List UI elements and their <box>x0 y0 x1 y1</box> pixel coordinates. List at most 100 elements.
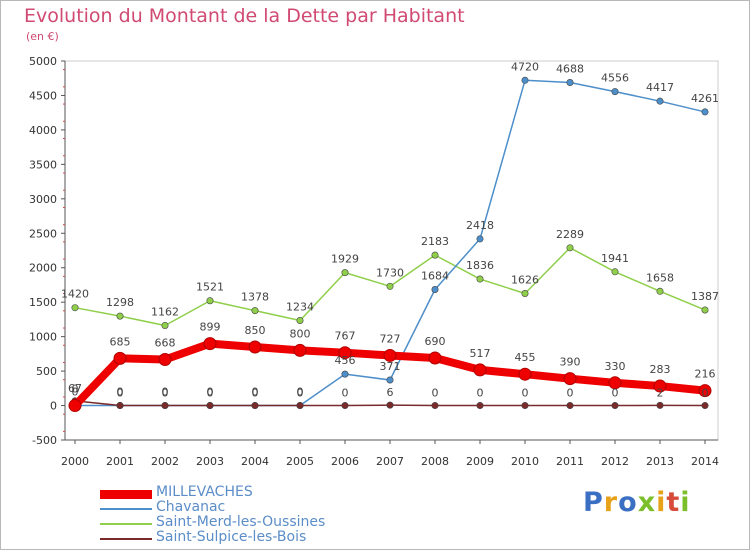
data-point <box>386 282 394 290</box>
data-label: 4688 <box>556 62 584 75</box>
data-label: 0 <box>567 387 574 400</box>
data-label: 330 <box>605 360 626 373</box>
y-tick-label: 2000 <box>29 262 57 275</box>
data-point <box>341 269 349 277</box>
legend-swatch <box>100 508 152 510</box>
data-label: 1162 <box>151 305 179 318</box>
x-tick-label: 2003 <box>196 455 224 468</box>
y-tick-label: 3500 <box>29 158 57 171</box>
y-tick-label: 500 <box>36 365 57 378</box>
data-point <box>158 353 172 367</box>
data-point <box>656 97 664 105</box>
data-point <box>698 384 712 398</box>
data-point <box>431 402 439 410</box>
data-point <box>338 346 352 360</box>
data-label: 2 <box>657 386 664 399</box>
data-point <box>521 289 529 297</box>
x-tick-label: 2006 <box>331 455 359 468</box>
data-label: 1626 <box>511 273 539 286</box>
data-point <box>656 401 664 409</box>
x-tick-label: 2000 <box>61 455 89 468</box>
data-label: 1684 <box>421 270 449 283</box>
x-tick-label: 2004 <box>241 455 269 468</box>
y-tick-label: 1500 <box>29 296 57 309</box>
data-label: 1730 <box>376 266 404 279</box>
chart-subtitle: (en €) <box>26 30 59 43</box>
data-label: 0 <box>207 386 214 399</box>
data-label: 517 <box>470 347 491 360</box>
data-point <box>251 307 259 315</box>
legend-label: MILLEVACHES <box>156 484 253 500</box>
data-point <box>653 379 667 393</box>
data-label: 1521 <box>196 281 224 294</box>
data-point <box>566 78 574 86</box>
data-label: 1836 <box>466 259 494 272</box>
logo-letter: x <box>637 487 657 518</box>
data-label: 767 <box>335 330 356 343</box>
x-tick-label: 2009 <box>466 455 494 468</box>
y-tick-label: 1000 <box>29 331 57 344</box>
y-tick-label: 5000 <box>29 55 57 68</box>
data-point <box>296 317 304 325</box>
data-label: 216 <box>695 368 716 381</box>
data-label: 0 <box>117 387 124 400</box>
data-point <box>476 235 484 243</box>
data-point <box>293 343 307 357</box>
data-label: 1234 <box>286 301 314 314</box>
data-label: 390 <box>560 356 581 369</box>
data-point <box>428 351 442 365</box>
data-label: 0 <box>117 386 124 399</box>
y-tick-label: 0 <box>50 400 57 413</box>
data-point <box>341 402 349 410</box>
legend-label: Saint-Sulpice-les-Bois <box>156 529 307 545</box>
data-point <box>701 306 709 314</box>
x-tick-label: 2011 <box>556 455 584 468</box>
data-point <box>521 402 529 410</box>
data-point <box>386 401 394 409</box>
data-label: 0 <box>702 387 709 400</box>
data-label: 1387 <box>691 290 719 303</box>
logo-letter: i <box>656 487 667 518</box>
data-label: 1929 <box>331 253 359 266</box>
x-tick-label: 2014 <box>691 455 719 468</box>
data-point <box>113 351 127 365</box>
data-label: 0 <box>297 387 304 400</box>
legend-swatch <box>100 538 152 540</box>
data-label: 1941 <box>601 252 629 265</box>
data-point <box>248 340 262 354</box>
data-label: 371 <box>380 360 401 373</box>
data-label: 0 <box>432 387 439 400</box>
data-point <box>701 402 709 410</box>
data-point <box>71 304 79 312</box>
data-point <box>116 312 124 320</box>
logo-letter: i <box>680 487 691 518</box>
data-label: 1420 <box>61 288 89 301</box>
data-point <box>476 275 484 283</box>
data-point <box>116 402 124 410</box>
data-point <box>251 402 259 410</box>
data-label: 1298 <box>106 296 134 309</box>
legend-label: Chavanac <box>156 499 226 515</box>
data-point <box>203 337 217 351</box>
data-label: 0 <box>162 386 169 399</box>
data-label: 685 <box>110 335 131 348</box>
data-label: 4720 <box>511 60 539 73</box>
data-point <box>431 251 439 259</box>
data-label: 899 <box>200 321 221 334</box>
data-point <box>161 321 169 329</box>
data-label: 0 <box>252 387 259 400</box>
data-point <box>566 402 574 410</box>
data-label: 456 <box>335 354 356 367</box>
data-point <box>296 402 304 410</box>
data-point <box>563 372 577 386</box>
legend-label: Saint-Merd-les-Oussines <box>156 514 326 530</box>
data-label: 283 <box>650 363 671 376</box>
data-label: 0 <box>342 387 349 400</box>
chart-title: Evolution du Montant de la Dette par Hab… <box>24 5 465 27</box>
data-label: 668 <box>155 337 176 350</box>
x-tick-label: 2001 <box>106 455 134 468</box>
data-point <box>518 367 532 381</box>
data-point <box>701 108 709 116</box>
